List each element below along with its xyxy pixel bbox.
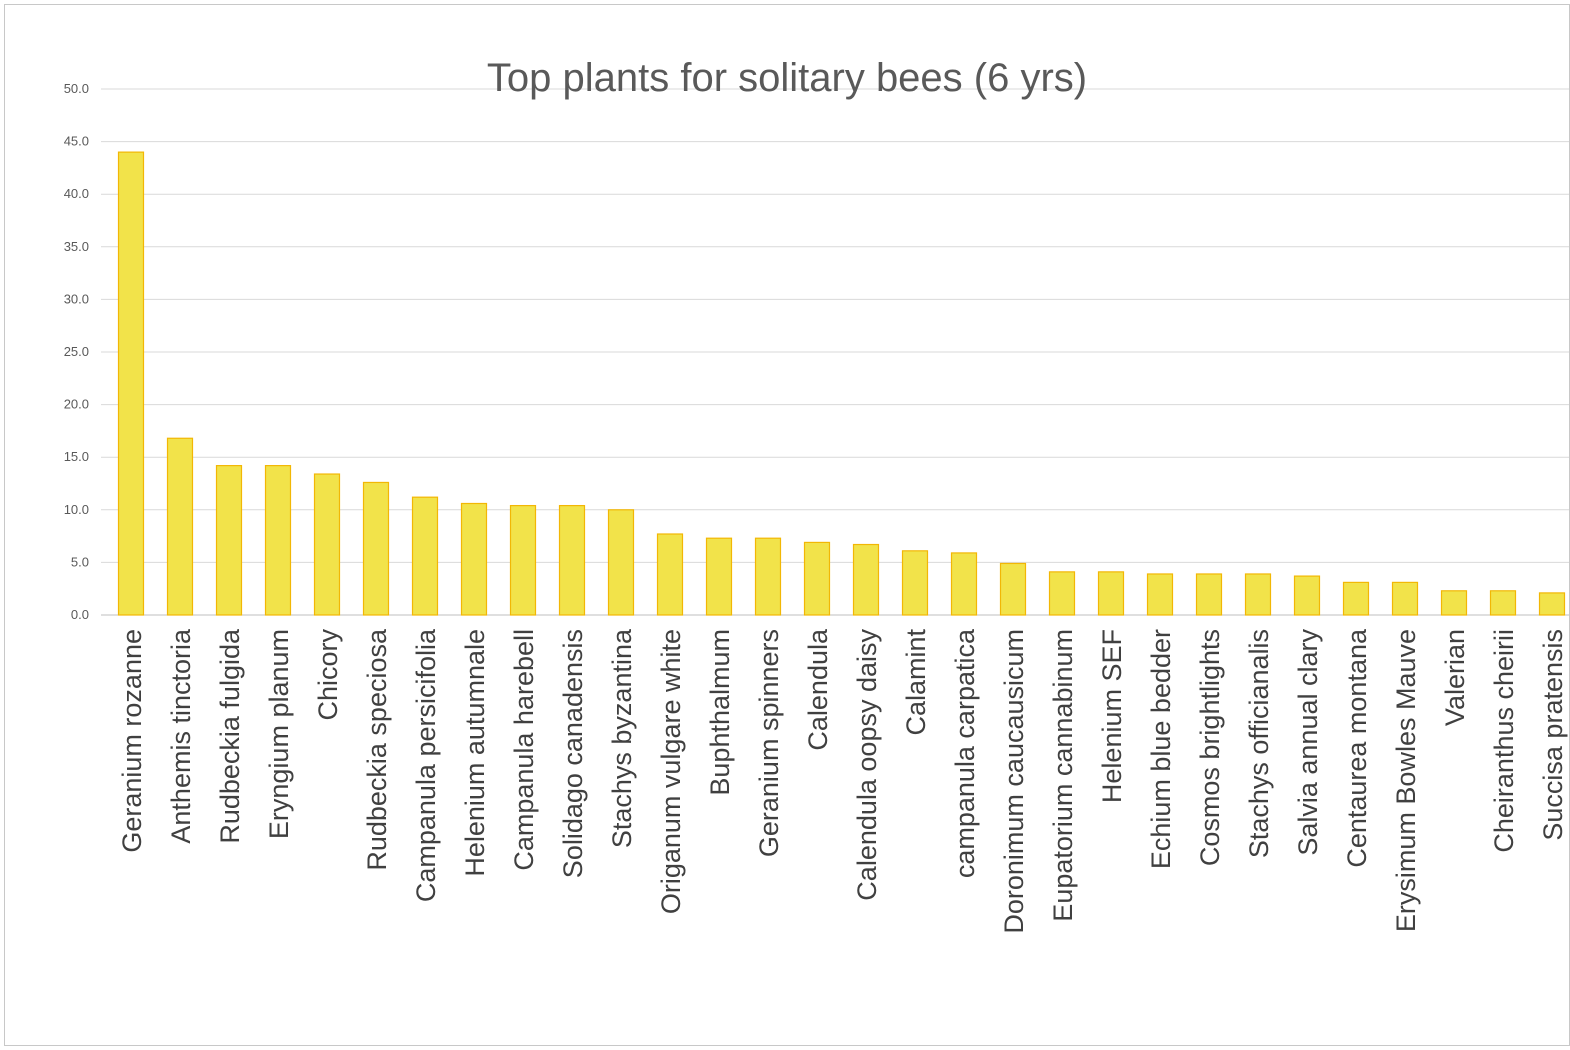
x-tick-label: Rudbeckia fulgida (215, 628, 245, 844)
y-tick-label: 35.0 (64, 239, 89, 254)
bar (1048, 571, 1076, 616)
x-tick-label: Calendula (803, 628, 833, 751)
bar (1293, 575, 1321, 616)
bar (999, 562, 1027, 616)
bar (166, 437, 194, 616)
bar (901, 550, 929, 616)
bar (509, 504, 537, 616)
bar (1440, 590, 1468, 616)
x-tick-label: Campanula harebell (509, 629, 539, 871)
bar (1538, 592, 1566, 616)
bar (852, 543, 880, 616)
y-tick-label: 5.0 (71, 554, 89, 569)
y-tick-label: 10.0 (64, 502, 89, 517)
x-tick-label: Eryngium planum (264, 629, 294, 839)
x-tick-label: Calendula oopsy daisy (852, 629, 882, 901)
y-tick-label: 45.0 (64, 134, 89, 149)
x-tick-label: Rudbeckia speciosa (362, 628, 392, 871)
x-tick-label: Cosmos brightlights (1195, 629, 1225, 866)
x-tick-label: Origanum vulgare white (656, 629, 686, 914)
x-tick-label: Geranium spinners (754, 629, 784, 857)
y-tick-label: 50.0 (64, 81, 89, 96)
x-tick-label: Cheiranthus cheirii (1489, 629, 1519, 853)
x-tick-label: Campanula persicifolia (411, 628, 441, 902)
bar (803, 541, 831, 616)
bar (411, 496, 439, 616)
bar (264, 465, 292, 616)
chart-title: Top plants for solitary bees (6 yrs) (487, 56, 1087, 100)
bar (1195, 573, 1223, 616)
x-tick-label: Doronimum caucausicum (999, 629, 1029, 934)
x-tick-label: Erysimum Bowles Mauve (1391, 629, 1421, 932)
bar (1391, 581, 1419, 616)
bars (117, 151, 1566, 616)
x-tick-label: Salvia annual clary (1293, 629, 1323, 856)
bar (117, 151, 145, 616)
y-tick-label: 30.0 (64, 291, 89, 306)
x-tick-label: Helenium autumnale (460, 629, 490, 877)
x-tick-label: Geranium rozanne (117, 629, 147, 853)
x-tick-label: campanula carpatica (950, 628, 980, 878)
x-tick-label: Echium blue bedder (1146, 629, 1176, 869)
y-tick-label: 25.0 (64, 344, 89, 359)
bar (1244, 573, 1272, 616)
x-tick-label: Succisa pratensis (1538, 629, 1568, 841)
y-tick-label: 20.0 (64, 397, 89, 412)
x-axis-ticks: Geranium rozanne Anthemis tinctoria Rudbec… (117, 628, 1568, 934)
bar (460, 502, 488, 616)
x-tick-label: Chicory (313, 629, 343, 721)
x-tick-label: Valerian (1440, 629, 1470, 726)
chart-frame: 0.0 5.0 10.0 15.0 20.0 25.0 30.0 35.0 40.0 45.0 50… (4, 4, 1570, 1046)
gridlines (101, 88, 1569, 616)
x-tick-label: Stachys byzantina (607, 628, 637, 848)
x-tick-label: Solidago canadensis (558, 629, 588, 878)
x-tick-label: Buphthalmum (705, 629, 735, 796)
bar (1146, 573, 1174, 616)
bar (656, 533, 684, 616)
bar-chart: 0.0 5.0 10.0 15.0 20.0 25.0 30.0 35.0 40.0 45.0 50… (64, 56, 1569, 934)
y-tick-label: 15.0 (64, 449, 89, 464)
x-tick-label: Stachys officianalis (1244, 629, 1274, 858)
bar (1489, 590, 1517, 616)
bar (362, 481, 390, 616)
bar (313, 473, 341, 616)
x-tick-label: Eupatorium cannabinum (1048, 629, 1078, 922)
y-axis-ticks: 0.0 5.0 10.0 15.0 20.0 25.0 30.0 35.0 40.0 45.0 50… (64, 81, 89, 622)
bar (1097, 571, 1125, 616)
bar (754, 537, 782, 616)
bar (705, 537, 733, 616)
y-tick-label: 40.0 (64, 186, 89, 201)
bar (607, 509, 635, 616)
bar (558, 504, 586, 616)
x-tick-label: Calamint (901, 629, 931, 736)
bar (1342, 581, 1370, 616)
x-tick-label: Anthemis tinctoria (166, 628, 196, 844)
bar (215, 465, 243, 616)
x-tick-label: Centaurea montana (1342, 628, 1372, 868)
bar (950, 552, 978, 616)
x-tick-label: Helenium SEF (1097, 629, 1127, 803)
y-tick-label: 0.0 (71, 607, 89, 622)
